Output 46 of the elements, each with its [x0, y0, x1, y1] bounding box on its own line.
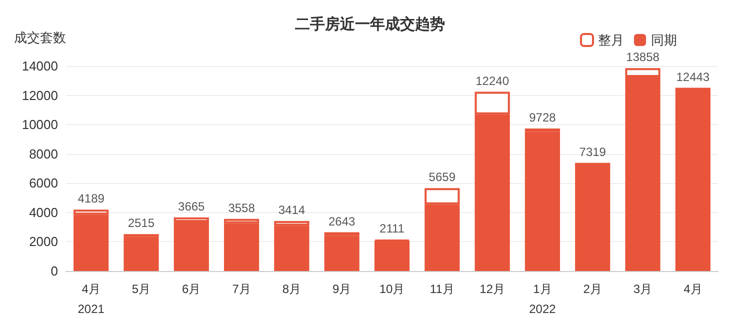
bar [675, 88, 710, 271]
y-tick-label: 14000 [22, 58, 58, 74]
x-tick-label: 12月 [480, 282, 505, 296]
x-tick-label: 4月 [684, 282, 702, 296]
bar [374, 240, 410, 271]
total-label: 2515 [128, 216, 155, 230]
total-label: 3665 [178, 199, 206, 214]
total-label: 4189 [78, 192, 105, 206]
x-tick-label: 7月 [232, 282, 251, 296]
y-tick-label: 10000 [22, 117, 58, 132]
total-label: 12240 [476, 74, 510, 88]
legend-label: 整月 [598, 32, 624, 48]
bar [124, 236, 159, 271]
bar [524, 132, 560, 271]
y-tick-label: 12000 [22, 88, 58, 103]
y-axis-title: 成交套数 [14, 30, 66, 45]
bar [575, 164, 610, 271]
total-label: 13858 [626, 50, 660, 64]
total-label: 9728 [529, 110, 556, 125]
x-tick-label: 2月 [583, 282, 602, 296]
total-label: 2643 [328, 214, 356, 228]
y-tick-label: 4000 [29, 204, 58, 220]
x-tick-label: 10月 [379, 282, 405, 296]
x-tick-label: 8月 [282, 282, 302, 296]
total-label: 3558 [228, 200, 256, 215]
bar [174, 222, 209, 271]
total-label: 7319 [579, 144, 606, 159]
total-label: 3414 [278, 203, 306, 218]
x-tick-label: 1月 2022 [529, 282, 556, 316]
x-tick-label: 9月 [332, 282, 352, 296]
chart-title: 二手房近一年成交趋势 [295, 15, 445, 33]
total-label: 5659 [428, 170, 456, 184]
total-label: 12443 [676, 70, 710, 84]
y-tick-label: 8000 [29, 146, 58, 162]
x-tick-label: 5月 [132, 282, 151, 296]
x-tick-label: 11月 [430, 282, 454, 296]
y-tick-label: 0 [50, 264, 58, 278]
bar [324, 236, 360, 271]
x-tick-label: 6月 [182, 282, 201, 296]
x-tick-label: 3月 [633, 282, 652, 296]
x-tick-label: 4月 2021 [78, 282, 105, 316]
y-tick-label: 6000 [29, 176, 58, 191]
total-label: 2111 [380, 222, 405, 236]
legend-label: 同期 [651, 32, 677, 48]
bar [224, 223, 260, 271]
y-tick-label: 2000 [29, 234, 58, 250]
